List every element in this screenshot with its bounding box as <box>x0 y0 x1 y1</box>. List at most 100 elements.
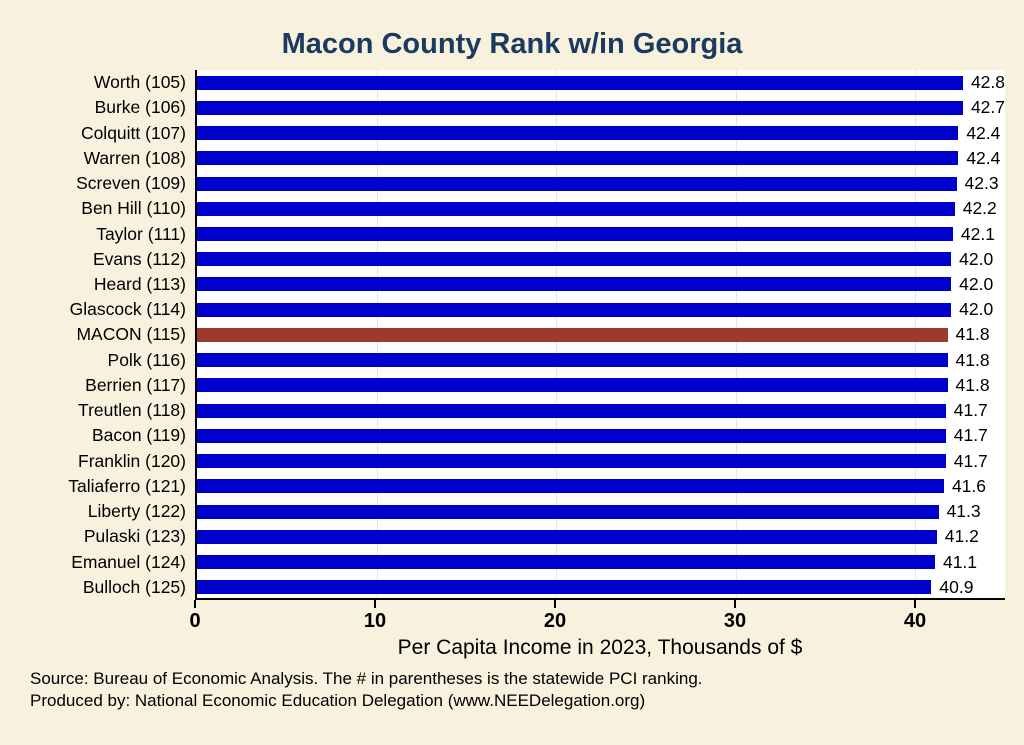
value-label: 41.8 <box>955 324 990 345</box>
x-tick-label: 40 <box>903 610 927 632</box>
bar-row: Taylor (111) 42.1 <box>0 221 1005 246</box>
bar-track: 41.8 <box>195 322 1005 347</box>
chart-title: Macon County Rank w/in Georgia <box>281 28 743 60</box>
bar <box>197 479 944 494</box>
value-label: 42.1 <box>960 223 995 244</box>
bar <box>197 75 963 90</box>
bar <box>197 504 939 519</box>
category-label: Screven (109) <box>76 173 186 194</box>
bar-track: 42.0 <box>195 272 1005 297</box>
source-note: Source: Bureau of Economic Analysis. The… <box>30 669 703 688</box>
bar-track: 41.3 <box>195 499 1005 524</box>
value-label: 41.3 <box>946 501 981 522</box>
x-tick-mark <box>194 600 196 608</box>
value-label: 42.4 <box>966 147 1001 168</box>
category-label: Liberty (122) <box>87 501 186 522</box>
bar-track: 42.2 <box>195 196 1005 221</box>
bar <box>197 201 955 216</box>
bar <box>197 454 946 469</box>
bar-row: Berrien (117) 41.8 <box>0 373 1005 398</box>
bar <box>197 277 952 292</box>
bar <box>197 252 952 267</box>
category-label: Bulloch (125) <box>82 576 186 597</box>
x-tick-mark <box>913 600 916 608</box>
value-label: 42.0 <box>959 299 994 320</box>
bar-track: 41.6 <box>195 474 1005 499</box>
bar-row: Liberty (122) 41.3 <box>0 499 1005 524</box>
x-tick-mark <box>553 600 556 608</box>
value-label: 42.4 <box>966 122 1001 143</box>
bar-row: Bacon (119) 41.7 <box>0 423 1005 448</box>
bar-track: 42.7 <box>195 95 1005 120</box>
value-label: 40.9 <box>939 576 974 597</box>
x-tick-mark <box>733 600 736 608</box>
category-label: Bacon (119) <box>91 425 186 446</box>
bar-track: 41.7 <box>195 423 1005 448</box>
category-label: Taliaferro (121) <box>68 475 186 496</box>
x-axis: 0 10 20 30 40 <box>189 600 1005 640</box>
bar <box>197 403 946 418</box>
bar-track: 41.1 <box>195 549 1005 574</box>
value-label: 41.8 <box>955 349 990 370</box>
bar-row: Emanuel (124) 41.1 <box>0 549 1005 574</box>
bar <box>197 302 952 317</box>
bar-track: 41.8 <box>195 348 1005 373</box>
bar-row: Franklin (120) 41.7 <box>0 449 1005 474</box>
category-label: Emanuel (124) <box>71 551 186 572</box>
x-tick-label: 0 <box>189 610 201 632</box>
category-label: Colquitt (107) <box>80 122 186 143</box>
bar-row: MACON (115) 41.8 <box>0 322 1005 347</box>
bar-track: 41.7 <box>195 449 1005 474</box>
value-label: 41.7 <box>953 425 988 446</box>
bar-row: Bulloch (125) 40.9 <box>0 575 1005 600</box>
value-label: 42.3 <box>964 173 999 194</box>
bar-row: Colquitt (107) 42.4 <box>0 120 1005 145</box>
value-label: 42.2 <box>962 198 997 219</box>
category-label: Taylor (111) <box>96 223 186 244</box>
value-label: 41.7 <box>953 400 988 421</box>
category-label: Burke (106) <box>94 97 186 118</box>
x-tick-label: 10 <box>363 610 387 632</box>
bar-track: 42.4 <box>195 120 1005 145</box>
value-label: 41.1 <box>942 551 978 572</box>
bar <box>197 100 963 115</box>
category-label: Heard (113) <box>93 273 186 294</box>
value-label: 42.0 <box>959 248 994 269</box>
category-label: Evans (112) <box>92 248 186 269</box>
category-label: Polk (116) <box>107 349 186 370</box>
x-tick-mark <box>373 600 376 608</box>
bar-row: Heard (113) 42.0 <box>0 272 1005 297</box>
category-label: Worth (105) <box>93 72 186 93</box>
bar <box>197 378 948 393</box>
value-label: 41.7 <box>953 450 988 471</box>
bar-track: 42.0 <box>195 247 1005 272</box>
bar-row: Taliaferro (121) 41.6 <box>0 474 1005 499</box>
bar-track: 41.7 <box>195 398 1005 423</box>
bar-track: 42.0 <box>195 297 1005 322</box>
bar-track: 42.8 <box>195 70 1005 95</box>
highlight-bar <box>197 327 948 342</box>
value-label: 41.6 <box>951 475 986 496</box>
bar-rows: Worth (105) 42.8 Burke (106) 42.7 Colquitt (… <box>0 70 1005 600</box>
bar-row: Glascock (114) 42.0 <box>0 297 1005 322</box>
bar <box>197 126 959 141</box>
category-label: Ben Hill (110) <box>81 198 186 219</box>
bar <box>197 151 959 166</box>
value-label: 42.7 <box>970 97 1005 118</box>
bar-track: 40.9 <box>195 575 1005 600</box>
x-axis-label: Per Capita Income in 2023, Thousands of … <box>397 636 803 659</box>
value-label: 42.0 <box>959 273 994 294</box>
category-label: Franklin (120) <box>78 450 186 471</box>
bar-track: 41.8 <box>195 373 1005 398</box>
category-label: Warren (108) <box>83 147 186 168</box>
x-tick-label: 20 <box>543 610 567 632</box>
bar-track: 42.1 <box>195 221 1005 246</box>
bar-row: Treutlen (118) 41.7 <box>0 398 1005 423</box>
producer-note: Produced by: National Economic Education… <box>30 691 646 711</box>
x-tick-label: 30 <box>723 610 747 632</box>
category-label: MACON (115) <box>76 324 186 345</box>
value-label: 41.8 <box>955 374 990 395</box>
bar <box>197 428 946 443</box>
bar-row: Ben Hill (110) 42.2 <box>0 196 1005 221</box>
